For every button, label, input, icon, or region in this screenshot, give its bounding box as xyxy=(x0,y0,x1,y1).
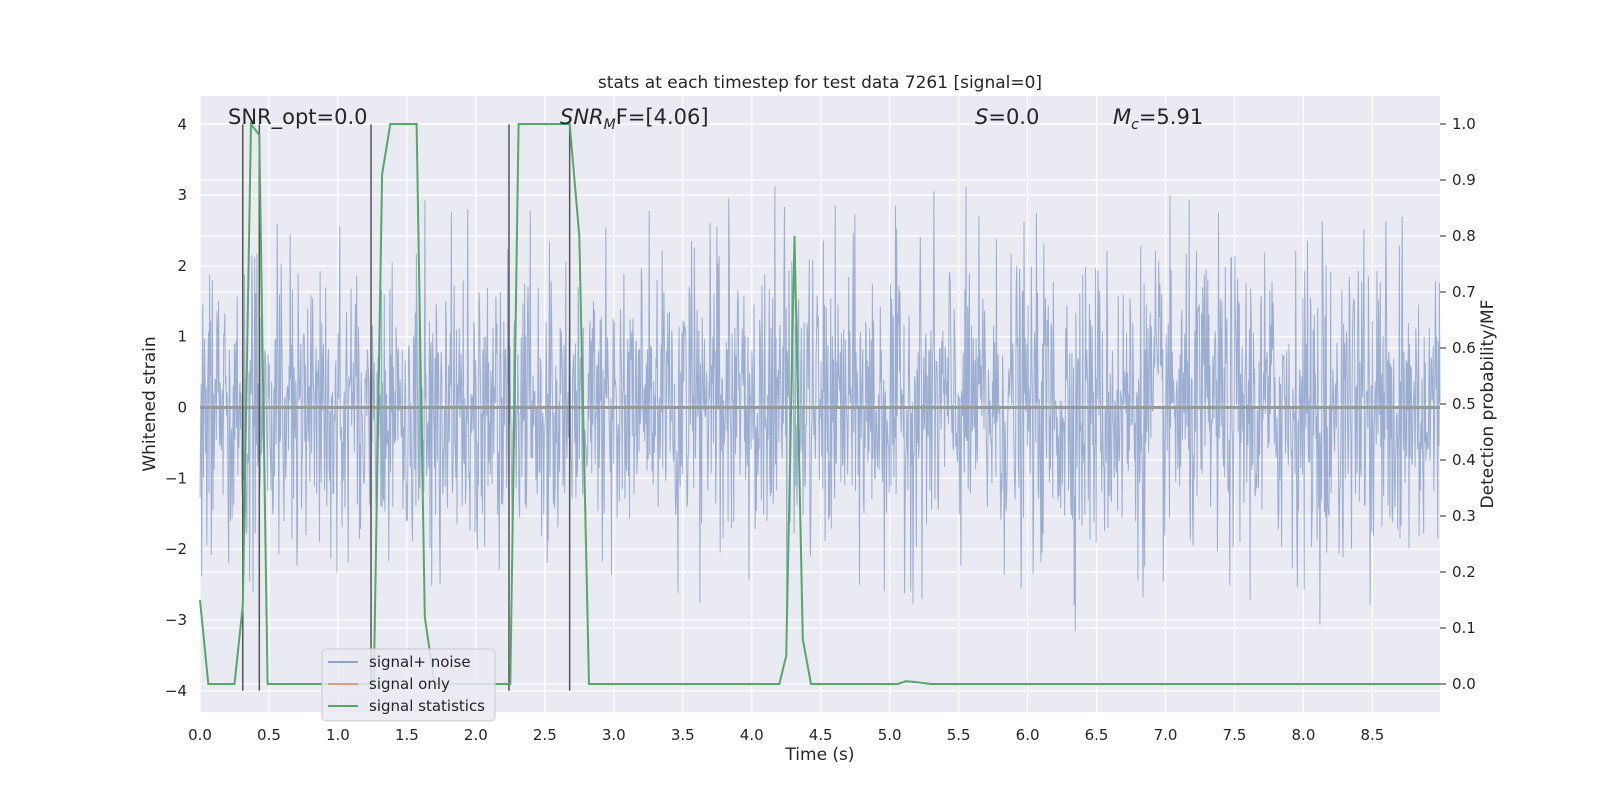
y2-axis-label: Detection probability/MF xyxy=(1478,300,1498,509)
x-tick-label: 5.0 xyxy=(878,726,902,744)
y2-tick-label: 0.0 xyxy=(1452,675,1476,693)
y2-tick-label: 0.5 xyxy=(1452,395,1476,413)
y2-tick-label: 0.8 xyxy=(1452,227,1476,245)
x-tick-label: 3.0 xyxy=(602,726,626,744)
x-tick-label: 1.0 xyxy=(326,726,350,744)
annotation-snr-mf: SNRMF=[4.06] xyxy=(560,105,709,133)
x-tick-label: 2.5 xyxy=(533,726,557,744)
legend-label-noise: signal+ noise xyxy=(369,653,471,671)
legend-label-stats: signal statistics xyxy=(369,697,485,715)
x-tick-label: 0.5 xyxy=(257,726,281,744)
annotation-snr-opt: SNR_opt=0.0 xyxy=(228,105,368,130)
y2-tick-label: 0.4 xyxy=(1452,451,1476,469)
legend-box xyxy=(321,648,496,722)
annotation-mc: Mc=5.91 xyxy=(1113,105,1203,133)
y2-tick-label: 0.2 xyxy=(1452,563,1476,581)
y2-tick-label: 0.6 xyxy=(1452,339,1476,357)
x-tick-label: 4.5 xyxy=(809,726,833,744)
y2-tick-labels: 1.0 0.9 0.8 0.7 0.6 0.5 0.4 0.3 0.2 0.1 0.0 xyxy=(1440,115,1476,693)
y-tick-label: −1 xyxy=(165,469,187,487)
annotation-snr-mf-sub: M xyxy=(604,117,616,133)
x-tick-label: 6.5 xyxy=(1085,726,1109,744)
y-tick-label: 2 xyxy=(177,257,187,275)
series-signal-noise xyxy=(199,186,1441,632)
x-tick-label: 8.5 xyxy=(1360,726,1384,744)
y-tick-label: 1 xyxy=(177,328,187,346)
y-tick-label: −2 xyxy=(165,540,187,558)
legend-label-signal: signal only xyxy=(369,675,450,693)
y2-tick-label: 0.1 xyxy=(1452,619,1476,637)
annotation-s-rest: =0.0 xyxy=(988,105,1039,129)
x-tick-label: 7.0 xyxy=(1154,726,1178,744)
annotation-snr-mf-rest: F=[4.06] xyxy=(616,105,709,129)
annotation-s: S=0.0 xyxy=(975,105,1039,129)
y-tick-label: 3 xyxy=(177,186,187,204)
x-tick-label: 3.5 xyxy=(671,726,695,744)
annotation-mc-rest: =5.91 xyxy=(1139,105,1203,129)
annotation-mc-main: M xyxy=(1113,105,1131,129)
x-tick-label: 1.5 xyxy=(395,726,419,744)
annotation-s-main: S xyxy=(975,105,988,129)
y2-tick-label: 0.9 xyxy=(1452,171,1476,189)
annotation-snr-mf-main: SNR xyxy=(560,105,604,129)
series-signal-statistics xyxy=(199,121,1440,685)
y2-tick-label: 0.7 xyxy=(1452,283,1476,301)
x-tick-label: 0.0 xyxy=(188,726,212,744)
noise-trace xyxy=(199,186,1441,632)
x-tick-label: 7.5 xyxy=(1223,726,1247,744)
y2-tick-label: 0.3 xyxy=(1452,507,1476,525)
x-tick-label: 5.5 xyxy=(947,726,971,744)
x-tick-label: 2.0 xyxy=(464,726,488,744)
y2-tick-label: 1.0 xyxy=(1452,115,1476,133)
chart-title: stats at each timestep for test data 726… xyxy=(598,73,1042,93)
y-axis-label: Whitened strain xyxy=(140,336,160,471)
y-tick-label: 4 xyxy=(177,115,187,133)
vertical-lines xyxy=(242,124,571,691)
y-tick-label: −3 xyxy=(165,611,187,629)
x-tick-label: 6.0 xyxy=(1016,726,1040,744)
legend: signal+ noise signal only signal statist… xyxy=(321,648,496,722)
x-tick-labels: 0.0 0.5 1.0 1.5 2.0 2.5 3.0 3.5 4.0 4.5 5.0 5.5 6.0 6… xyxy=(188,726,1384,744)
statistics-line xyxy=(199,121,1440,685)
x-tick-label: 4.0 xyxy=(740,726,764,744)
x-tick-label: 8.0 xyxy=(1292,726,1316,744)
annotation-mc-sub: c xyxy=(1131,117,1139,133)
y-tick-label: 0 xyxy=(177,399,187,417)
y-tick-labels: 4 3 2 1 0 −1 −2 −3 −4 xyxy=(165,115,187,699)
x-axis-label: Time (s) xyxy=(784,745,854,765)
y-tick-label: −4 xyxy=(165,682,187,700)
